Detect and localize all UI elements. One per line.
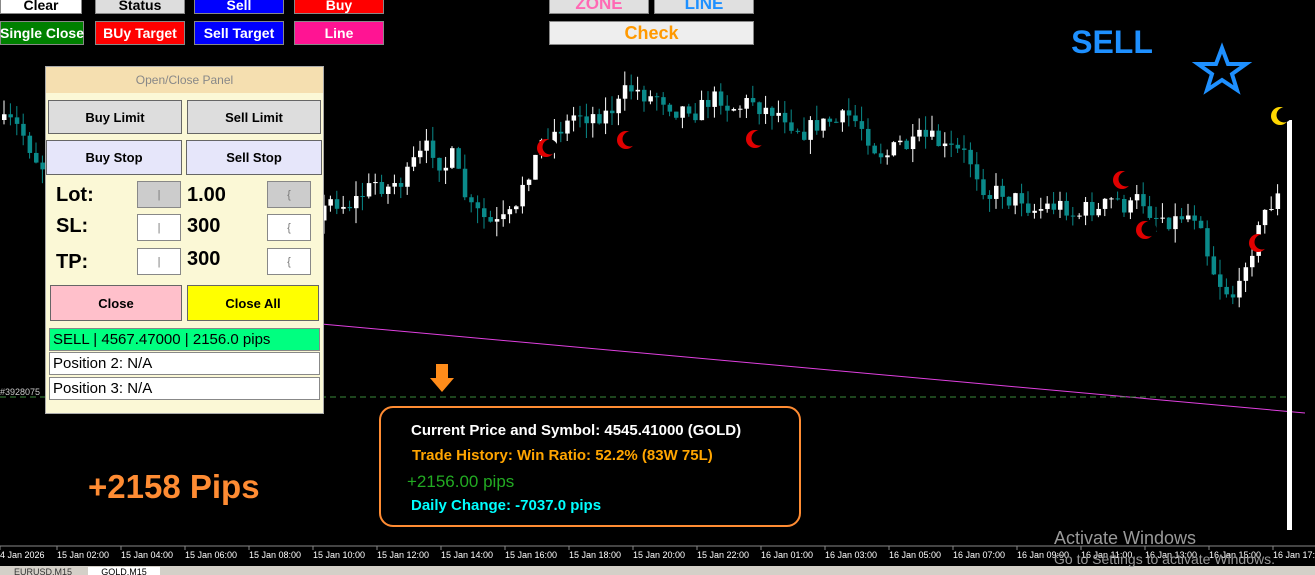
watermark-title: Activate Windows: [1054, 527, 1197, 548]
check-button[interactable]: Check: [549, 21, 754, 45]
time-label: 15 Jan 16:00: [505, 550, 557, 560]
position-row: SELL | 4567.47000 | 2156.0 pips: [49, 328, 320, 351]
crescent-cut: [1118, 171, 1134, 187]
trade-panel: Open/Close Panel Buy Limit Sell Limit Bu…: [45, 66, 324, 414]
toolbar-button[interactable]: Single Close: [0, 21, 84, 45]
order-label: #3928075: [0, 387, 41, 397]
panel-button[interactable]: Sell Limit: [187, 100, 321, 134]
time-label: 15 Jan 02:00: [57, 550, 109, 560]
tp-value: 300: [187, 247, 221, 270]
tab-bar: [0, 566, 1315, 575]
time-label: 15 Jan 18:00: [569, 550, 621, 560]
toolbar-button[interactable]: Status: [95, 0, 185, 14]
lot-label: Lot:: [56, 183, 94, 206]
crescent-cut: [1276, 107, 1292, 123]
toolbar-button[interactable]: Sell Target: [194, 21, 284, 45]
star-icon: [1191, 42, 1253, 95]
position-row: Position 3: N/A: [49, 377, 320, 400]
time-label: 15 Jan 12:00: [377, 550, 429, 560]
time-label: 15 Jan 06:00: [185, 550, 237, 560]
info-line: Current Price and Symbol: 4545.41000 (GO…: [411, 421, 742, 439]
time-label: 16 Jan 17:: [1273, 550, 1315, 560]
time-label: 16 Jan 09:00: [1017, 550, 1069, 560]
time-label: 16 Jan 03:00: [825, 550, 877, 560]
panel-button[interactable]: Sell Stop: [186, 140, 322, 175]
time-label: 15 Jan 22:00: [697, 550, 749, 560]
time-label: 16 Jan 11:00: [1081, 550, 1132, 560]
toolbar-button[interactable]: BUy Target: [95, 21, 185, 45]
toolbar-button[interactable]: Clear: [0, 0, 82, 14]
panel-button[interactable]: Buy Stop: [46, 140, 182, 175]
time-label: 4 Jan 2026: [0, 550, 45, 560]
pips-total: +2158 Pips: [88, 468, 260, 505]
lot-plus[interactable]: {: [267, 181, 311, 208]
time-label: 15 Jan 08:00: [249, 550, 301, 560]
crescent-cut: [1141, 221, 1157, 237]
time-label: 16 Jan 15:00: [1209, 550, 1261, 560]
panel-button[interactable]: Buy Limit: [48, 100, 182, 134]
zone-button[interactable]: ZONE: [549, 0, 649, 14]
sl-plus[interactable]: {: [267, 214, 311, 241]
time-label: 15 Jan 14:00: [441, 550, 493, 560]
crescent-cut: [751, 130, 767, 146]
watermark-subtitle: Go to Settings to activate Windows.: [1054, 551, 1275, 567]
sl-value: 300: [187, 214, 221, 237]
crescent-cut: [542, 139, 558, 155]
time-label: 16 Jan 05:00: [889, 550, 941, 560]
time-label: 15 Jan 04:00: [121, 550, 173, 560]
lot-value: 1.00: [187, 183, 226, 206]
time-label: 16 Jan 01:00: [761, 550, 813, 560]
time-label: 15 Jan 20:00: [633, 550, 685, 560]
close-all-button[interactable]: Close All: [187, 285, 319, 321]
sl-minus[interactable]: |: [137, 214, 181, 241]
info-line: +2156.00 pips: [407, 472, 515, 491]
tp-label: TP:: [56, 250, 89, 273]
arrow-icon: [430, 364, 454, 392]
signal-label: SELL: [1071, 23, 1153, 60]
toolbar-button[interactable]: Sell: [194, 0, 284, 14]
time-label: 15 Jan 10:00: [313, 550, 365, 560]
info-line: Trade History: Win Ratio: 52.2% (83W 75L…: [412, 446, 713, 464]
trend-line: [254, 317, 1306, 414]
panel-title: Open/Close Panel: [46, 67, 323, 93]
info-line: Daily Change: -7037.0 pips: [411, 496, 602, 514]
line-button[interactable]: LINE: [654, 0, 754, 14]
chart-tab[interactable]: GOLD,M15: [88, 567, 160, 575]
crescent-cut: [622, 131, 638, 147]
info-box: Current Price and Symbol: 4545.41000 (GO…: [379, 406, 801, 527]
tp-plus[interactable]: {: [267, 248, 311, 275]
position-row: Position 2: N/A: [49, 352, 320, 375]
tp-minus[interactable]: |: [137, 248, 181, 275]
lot-minus[interactable]: |: [137, 181, 181, 208]
time-label: 16 Jan 07:00: [953, 550, 1005, 560]
toolbar-button[interactable]: Buy: [294, 0, 384, 14]
time-label: 16 Jan 13:00: [1145, 550, 1197, 560]
toolbar-button[interactable]: Line: [294, 21, 384, 45]
candle-body: [1287, 120, 1292, 530]
chart-tab[interactable]: EURUSD,M15: [13, 567, 72, 575]
crescent-cut: [1254, 234, 1270, 250]
close-button[interactable]: Close: [50, 285, 182, 321]
sl-label: SL:: [56, 214, 89, 237]
